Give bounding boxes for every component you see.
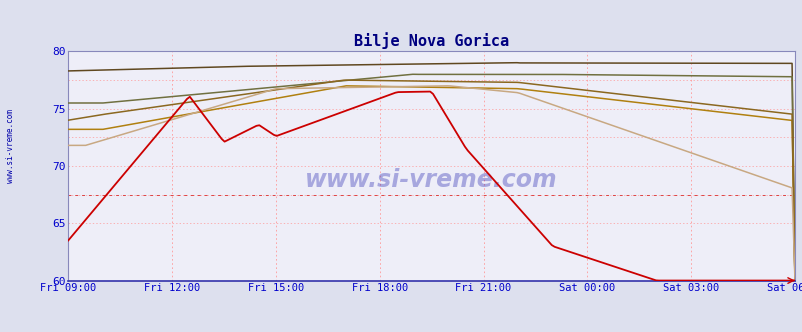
- Text: www.si-vreme.com: www.si-vreme.com: [305, 168, 557, 192]
- Title: Bilje Nova Gorica: Bilje Nova Gorica: [354, 32, 508, 49]
- Text: www.si-vreme.com: www.si-vreme.com: [6, 109, 15, 183]
